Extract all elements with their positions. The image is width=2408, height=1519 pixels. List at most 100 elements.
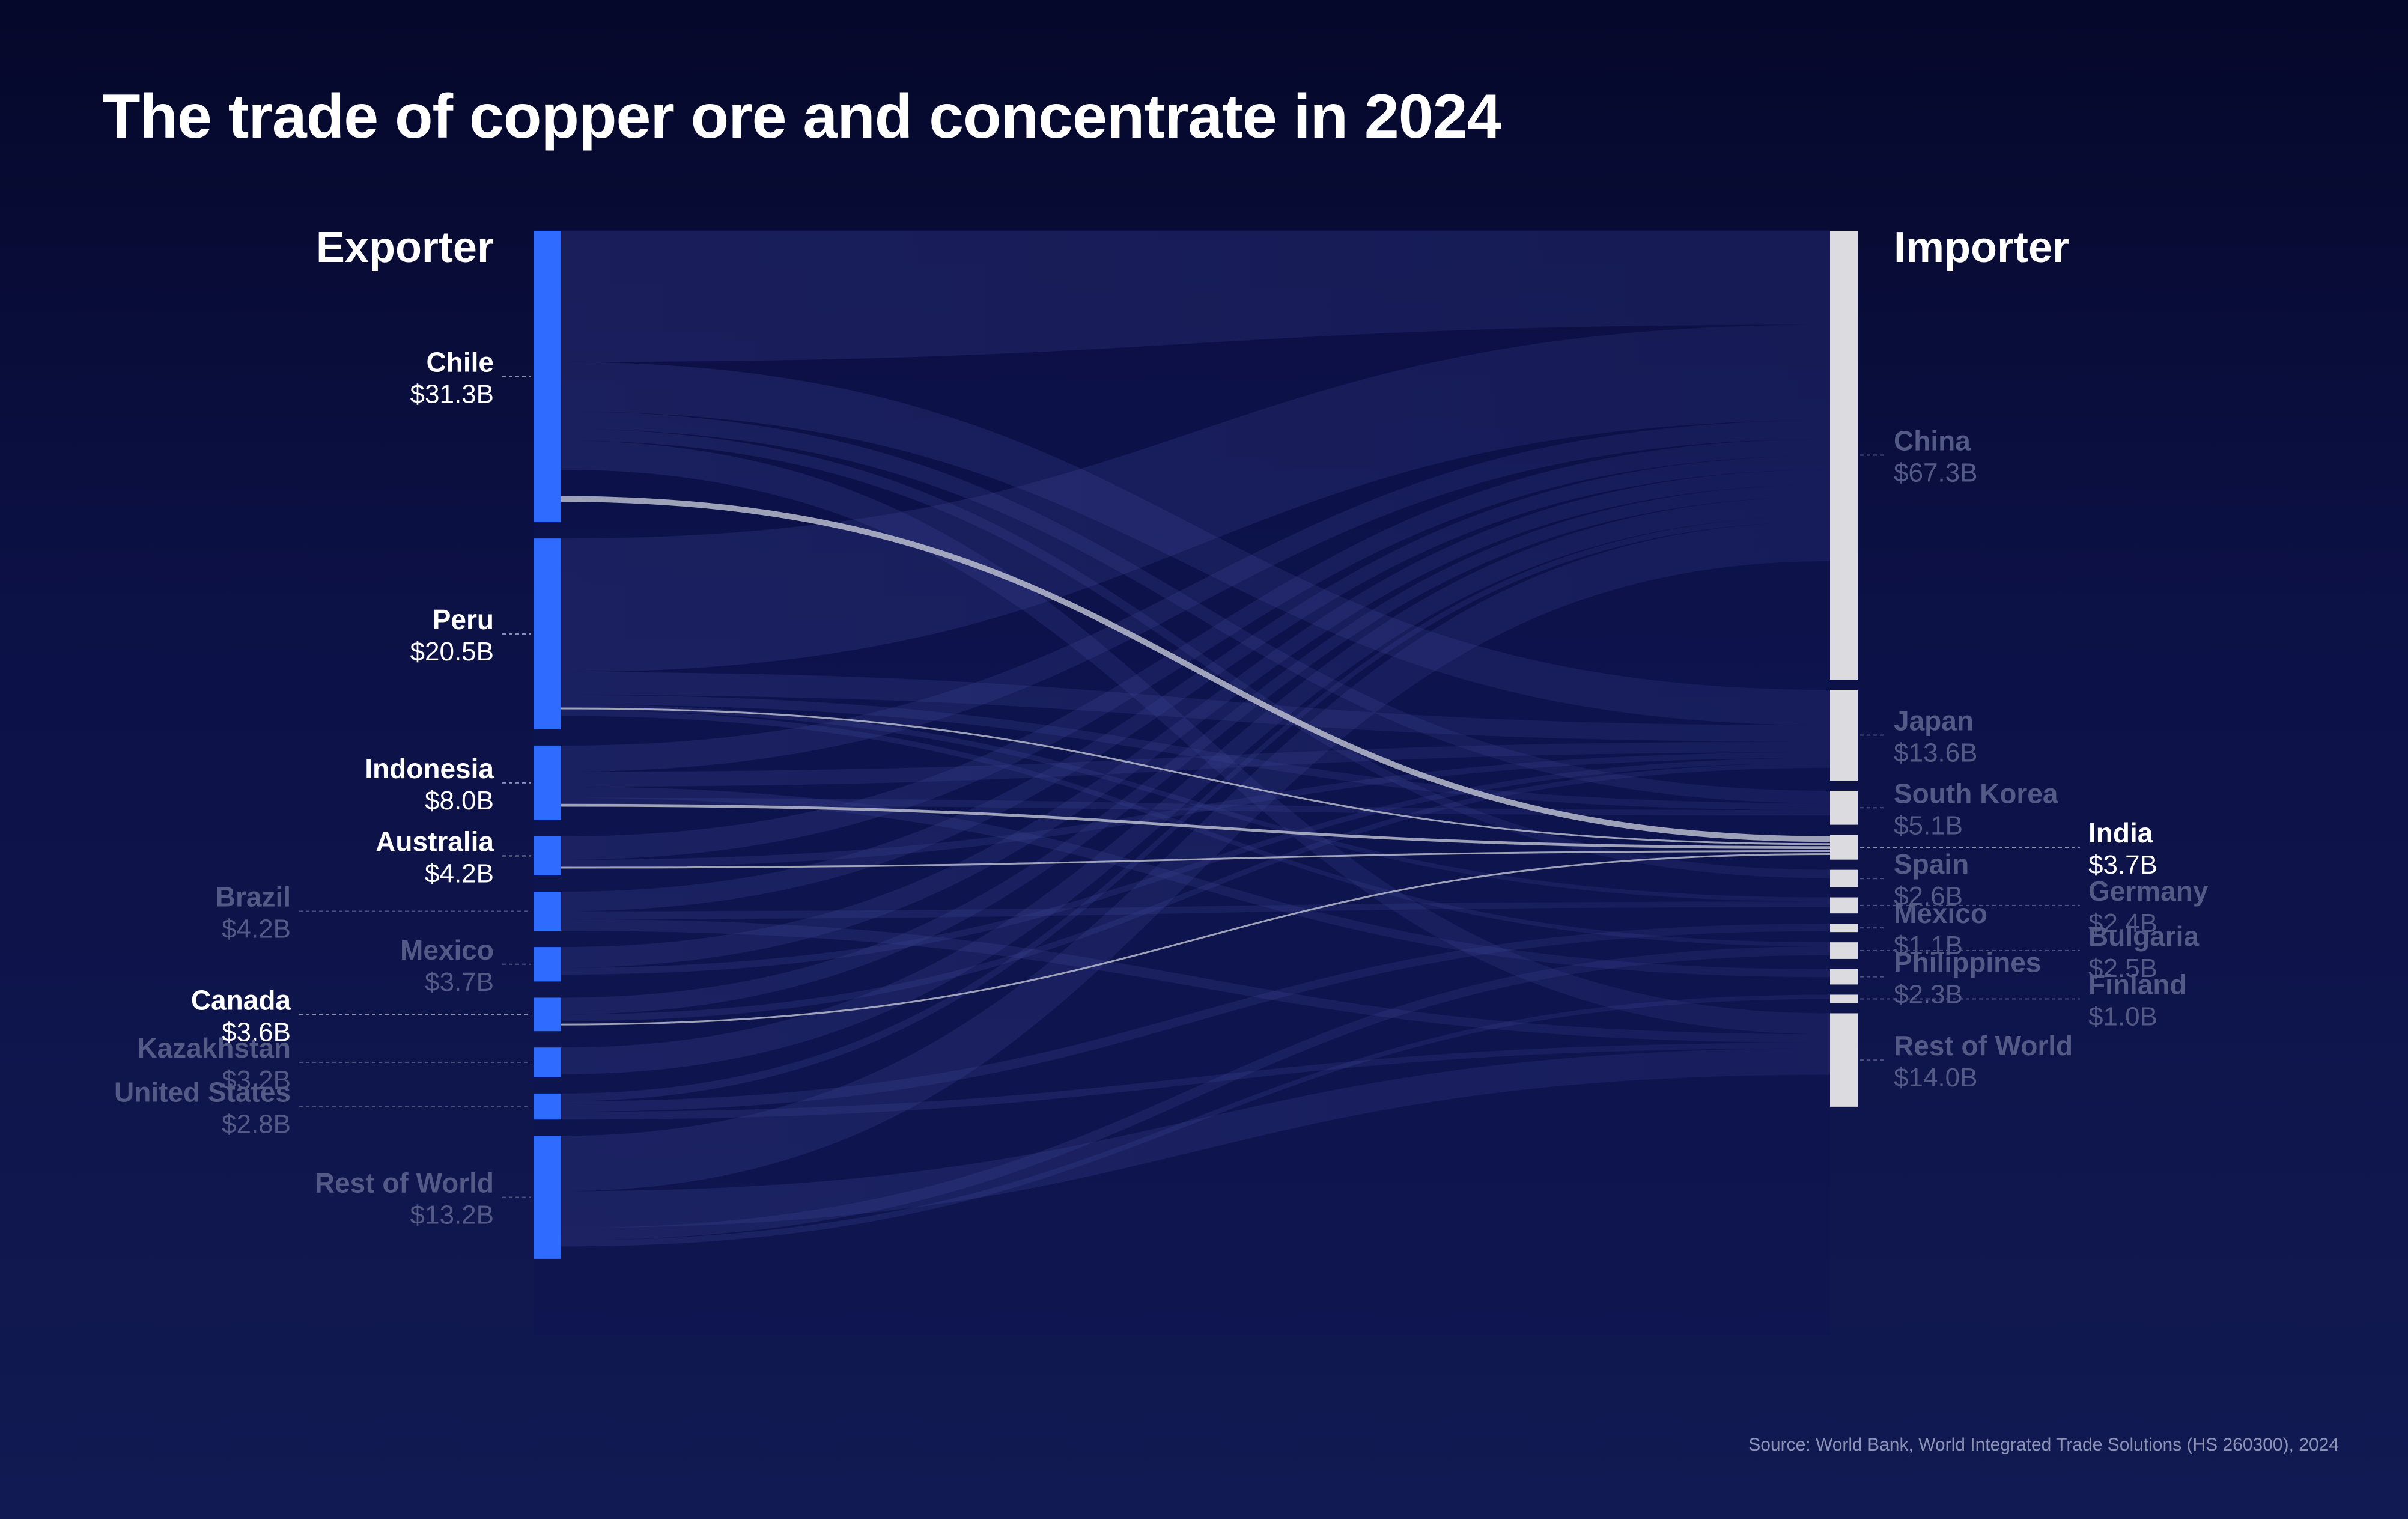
importer-bar-india[interactable] — [1830, 835, 1858, 860]
exporter-united-states-value: $2.8B — [222, 1110, 291, 1139]
flow-ribbon-indonesia-to-china — [561, 420, 1830, 772]
flow-ribbon-canada-to-china — [561, 484, 1830, 1015]
importer-mexico-name: Mexico — [1894, 898, 1987, 929]
exporter-chile-value: $31.3B — [410, 380, 494, 409]
exporter-australia-value: $4.2B — [425, 859, 494, 888]
importer-philippines-name: Philippines — [1894, 947, 2041, 978]
flow-ribbon-united-states-to-china — [561, 516, 1830, 1101]
flow-ribbon-mexico-to-china — [561, 469, 1830, 968]
flow-ribbon-united-states-to-rest-of-world — [561, 1043, 1830, 1120]
exporter-united-states-name: United States — [114, 1077, 291, 1108]
importer-bar-japan[interactable] — [1830, 690, 1858, 781]
importer-bar-bulgaria[interactable] — [1830, 942, 1858, 959]
flow-ribbon-chile-to-rest-of-world — [561, 440, 1830, 1035]
importer-bar-germany[interactable] — [1830, 897, 1858, 914]
importer-rest-of-world-name: Rest of World — [1894, 1030, 2073, 1061]
exporter-rest-of-world-name: Rest of World — [315, 1167, 494, 1199]
importer-bulgaria-value: $2.5B — [2088, 954, 2157, 983]
importer-south-korea-value: $5.1B — [1894, 811, 1963, 840]
importer-bar-finland[interactable] — [1830, 994, 1858, 1003]
flow-ribbon-canada-to-japan — [561, 763, 1830, 1021]
exporter-brazil-name: Brazil — [216, 881, 291, 913]
exporter-canada-name: Canada — [191, 984, 291, 1015]
importer-rest-of-world-value: $14.0B — [1894, 1063, 1977, 1092]
exporter-bar-peru[interactable] — [534, 538, 561, 729]
flow-ribbon-united-states-to-mexico — [561, 924, 1830, 1112]
importer-germany-name: Germany — [2088, 875, 2209, 907]
flow-ribbon-peru-to-germany — [561, 704, 1830, 902]
flow-ribbon-rest-of-world-to-rest-of-world — [561, 1048, 1830, 1228]
exporter-mexico-name: Mexico — [400, 934, 494, 966]
flow-ribbon-rest-of-world-to-china — [561, 521, 1830, 1192]
exporter-kazakhstan-name: Kazakhstan — [137, 1032, 291, 1064]
importer-bar-philippines[interactable] — [1830, 969, 1858, 985]
flow-ribbon-chile-to-south-korea — [561, 411, 1830, 803]
exporter-bar-chile[interactable] — [534, 231, 561, 523]
flow-ribbon-rest-of-world-to-finland — [561, 994, 1830, 1247]
flow-ribbon-kazakhstan-to-china — [561, 496, 1830, 1074]
importer-bar-spain[interactable] — [1830, 869, 1858, 887]
importer-finland-name: Finland — [2088, 969, 2187, 1000]
highlight-flow-australia-to-india — [561, 850, 1831, 869]
importer-bar-south-korea[interactable] — [1830, 790, 1858, 825]
importer-china-name: China — [1894, 425, 1971, 457]
flow-ribbon-peru-to-bulgaria — [561, 710, 1830, 946]
highlight-flow-peru-to-india — [561, 707, 1831, 845]
exporter-bar-united-states[interactable] — [534, 1093, 561, 1120]
importer-spain-value: $2.6B — [1894, 881, 1963, 911]
exporter-canada-value: $3.6B — [222, 1017, 291, 1047]
exporter-indonesia-value: $8.0B — [425, 786, 494, 815]
highlight-flow-canada-to-india — [561, 853, 1831, 1026]
importer-germany-value: $2.4B — [2088, 909, 2157, 938]
chart-title: The trade of copper ore and concentrate … — [102, 82, 1501, 151]
exporter-peru-name: Peru — [433, 604, 494, 635]
flow-ribbon-peru-to-japan — [561, 672, 1830, 742]
importer-japan-value: $13.6B — [1894, 738, 1977, 768]
importer-bar-rest-of-world[interactable] — [1830, 1013, 1858, 1107]
right-header: Importer — [1894, 224, 2069, 272]
background-flows — [561, 231, 1830, 1247]
flow-ribbon-chile-to-china — [561, 231, 1830, 362]
importer-india-name: India — [2088, 817, 2153, 848]
highlighted-flows — [561, 496, 1831, 1026]
importer-india-value: $3.7B — [2088, 850, 2157, 880]
exporter-bar-canada[interactable] — [534, 997, 561, 1032]
importer-bar-mexico[interactable] — [1830, 924, 1858, 933]
flow-ribbon-indonesia-to-japan — [561, 741, 1830, 787]
highlight-flow-chile-to-india — [561, 496, 1831, 842]
highlight-flow-indonesia-to-india — [561, 803, 1831, 849]
exporter-brazil-value: $4.2B — [222, 915, 291, 944]
flow-ribbon-brazil-to-rest-of-world — [561, 919, 1830, 1043]
exporter-chile-name: Chile — [427, 347, 494, 378]
exporter-bar-kazakhstan[interactable] — [534, 1047, 561, 1077]
node-labels: Chile$31.3B Peru$20.5B Indonesia$8.0B Austr… — [114, 347, 2209, 1230]
left-header: Exporter — [316, 224, 494, 272]
exporter-bar-indonesia[interactable] — [534, 745, 561, 820]
exporter-australia-name: Australia — [375, 826, 494, 857]
flow-ribbon-rest-of-world-to-bulgaria — [561, 946, 1830, 1241]
flow-ribbon-brazil-to-china — [561, 455, 1830, 912]
exporter-mexico-value: $3.7B — [425, 967, 494, 997]
importer-philippines-value: $2.3B — [1894, 980, 1963, 1009]
exporter-peru-value: $20.5B — [410, 637, 494, 666]
importer-bulgaria-name: Bulgaria — [2088, 921, 2199, 952]
exporter-bar-brazil[interactable] — [534, 892, 561, 931]
importer-mexico-value: $1.1B — [1894, 931, 1963, 960]
exporter-bar-australia[interactable] — [534, 836, 561, 875]
flow-ribbon-peru-to-china — [561, 324, 1830, 672]
exporter-bar-rest-of-world[interactable] — [534, 1136, 561, 1259]
flow-ribbon-indonesia-to-philippines — [561, 787, 1830, 978]
exporter-bar-mexico[interactable] — [534, 947, 561, 982]
importer-south-korea-name: South Korea — [1894, 778, 2058, 809]
importer-japan-name: Japan — [1894, 705, 1974, 737]
flow-ribbon-australia-to-china — [561, 439, 1830, 860]
importer-finland-value: $1.0B — [2088, 1002, 2157, 1031]
exporter-rest-of-world-value: $13.2B — [410, 1201, 494, 1230]
exporter-indonesia-name: Indonesia — [365, 753, 494, 784]
exporter-kazakhstan-value: $3.2B — [222, 1065, 291, 1095]
nodes — [534, 231, 1858, 1259]
importer-spain-name: Spain — [1894, 848, 1969, 880]
importer-bar-china[interactable] — [1830, 231, 1858, 680]
source-note: Source: World Bank, World Integrated Tra… — [1748, 1435, 2339, 1455]
